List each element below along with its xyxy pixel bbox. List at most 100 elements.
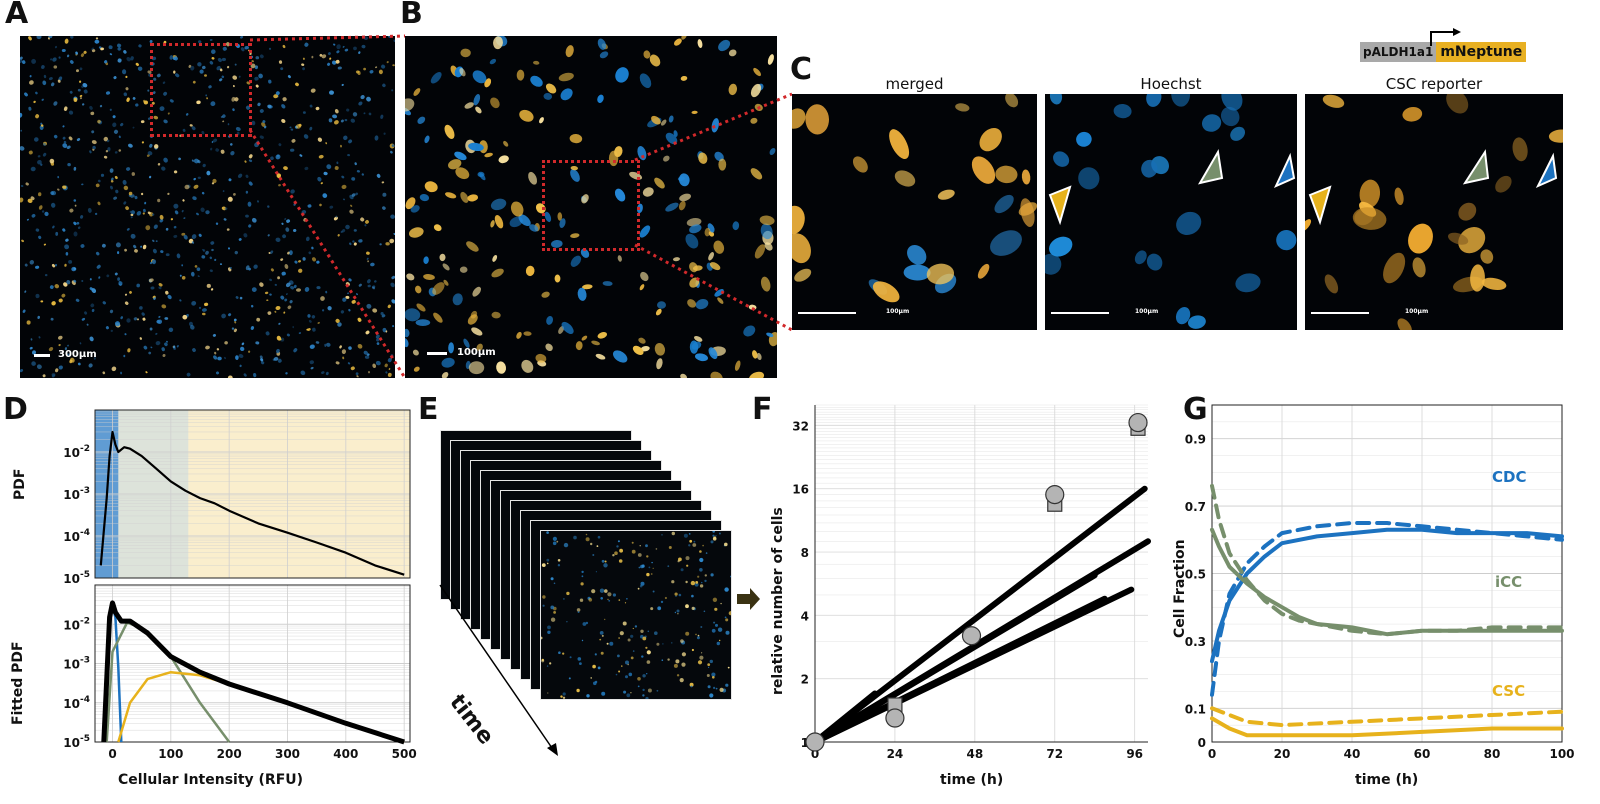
cell <box>376 338 380 342</box>
series-label-cdc: CDC <box>1492 468 1527 486</box>
cell <box>120 316 123 320</box>
cell <box>316 260 320 264</box>
cell <box>1202 114 1222 132</box>
cell <box>728 611 731 616</box>
cell <box>114 151 118 154</box>
cell <box>190 271 195 277</box>
cell <box>92 145 96 150</box>
cell <box>613 350 628 363</box>
cell <box>380 311 384 316</box>
cell <box>599 588 605 593</box>
cell <box>1447 232 1469 245</box>
cell <box>393 39 395 43</box>
cell <box>382 83 386 88</box>
cell <box>248 181 253 186</box>
cell <box>1495 175 1512 193</box>
cell <box>40 163 43 166</box>
cell <box>452 293 463 306</box>
scale-bar-csc-reporter <box>1311 312 1369 314</box>
cell <box>661 659 664 661</box>
y-tick-label: 0.3 <box>1185 635 1206 649</box>
cell <box>182 128 186 132</box>
cell <box>227 196 233 202</box>
cell <box>348 346 352 350</box>
cell <box>343 135 348 141</box>
cell <box>196 100 201 105</box>
cell <box>599 51 609 59</box>
cell <box>73 166 77 171</box>
cell <box>273 94 279 99</box>
cell <box>766 332 774 338</box>
cell <box>546 558 550 562</box>
cell <box>161 347 165 352</box>
cell <box>618 559 623 563</box>
cell <box>210 241 215 245</box>
cell <box>365 220 369 224</box>
cell <box>268 79 272 84</box>
cell <box>382 192 387 197</box>
cell <box>52 57 57 62</box>
y-tick-label: 0 <box>1198 736 1206 750</box>
cell <box>630 634 634 638</box>
cell <box>126 318 131 323</box>
cell <box>585 533 588 536</box>
cell <box>293 284 297 289</box>
cell <box>198 40 202 44</box>
cell <box>80 215 84 219</box>
cell <box>550 577 554 581</box>
series-label-icc: iCC <box>1495 573 1523 591</box>
cell <box>372 286 375 290</box>
cell <box>302 67 306 71</box>
cell <box>852 156 868 173</box>
cell <box>299 154 303 157</box>
cell <box>162 354 166 357</box>
cell <box>133 244 137 249</box>
cell <box>239 296 243 300</box>
cell <box>193 184 199 189</box>
cell <box>47 37 50 40</box>
cell <box>194 265 198 268</box>
cell <box>646 673 648 675</box>
cell <box>581 570 584 574</box>
cell <box>597 94 604 103</box>
cell <box>110 180 114 183</box>
cell <box>270 250 274 254</box>
cell <box>33 100 36 104</box>
cell <box>287 75 291 79</box>
cell <box>57 175 60 179</box>
cell <box>355 192 359 196</box>
cell <box>58 344 61 347</box>
reporter-gene: mNeptune <box>1436 42 1527 62</box>
cell <box>542 604 545 607</box>
cell <box>64 38 69 44</box>
cell <box>357 317 362 322</box>
cell <box>607 598 609 601</box>
cell <box>623 690 627 694</box>
cell <box>286 293 288 296</box>
cell <box>201 255 206 259</box>
micrograph-hoechst-cells <box>1045 94 1297 329</box>
cell <box>135 62 139 67</box>
cell <box>291 139 296 143</box>
cell <box>191 126 196 131</box>
cell <box>290 128 294 131</box>
cell <box>75 51 78 55</box>
cell <box>58 56 61 59</box>
cell <box>254 65 259 70</box>
cell <box>70 36 74 39</box>
cell <box>681 652 686 657</box>
cell <box>528 171 538 185</box>
cell <box>713 621 716 624</box>
cell <box>235 126 241 132</box>
cell <box>349 242 352 246</box>
cell <box>302 111 306 114</box>
cell <box>94 39 100 44</box>
cell <box>408 227 424 238</box>
cell <box>115 242 121 248</box>
cell <box>276 348 280 354</box>
cell <box>570 169 580 182</box>
cell <box>57 188 60 191</box>
cell <box>704 574 707 577</box>
marker-circle <box>1128 412 1148 433</box>
cell <box>643 50 651 59</box>
